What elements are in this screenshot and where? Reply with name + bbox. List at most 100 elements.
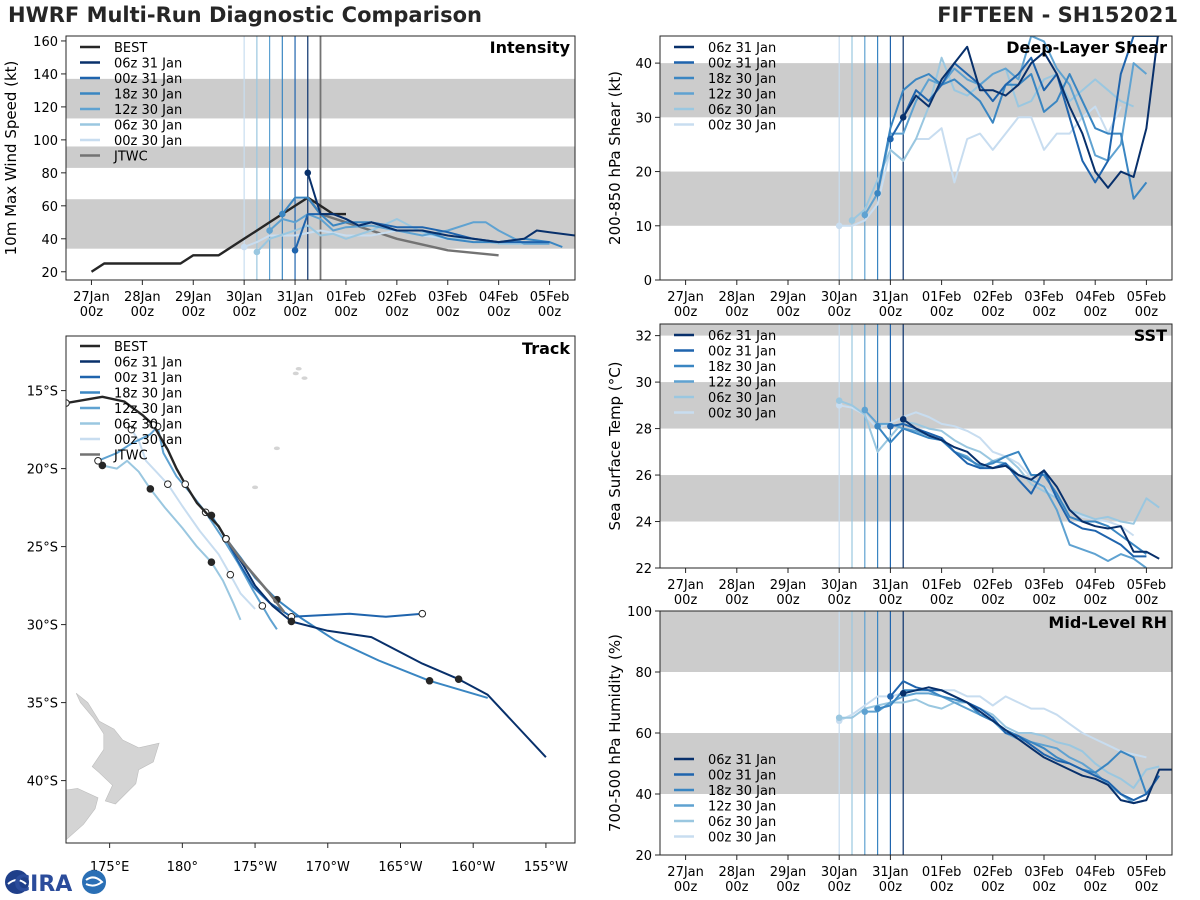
sst-x-tick-label: 28Jan 00z: [719, 578, 756, 608]
shear-series-start-marker: [874, 189, 881, 197]
track-forecast-line-day-marker: [258, 602, 267, 610]
intensity-legend-label: 00z 30 Jan: [114, 134, 182, 149]
intensity-x-tick-label: 30Jan 00z: [226, 290, 263, 320]
intensity-y-tick-label: 120: [33, 101, 58, 116]
rh-legend-label: 06z 30 Jan: [708, 815, 776, 830]
track-y-tick-label: 30°S: [27, 619, 58, 634]
rh-x-tick-label: 02Feb 00z: [973, 865, 1013, 895]
shear-y-axis-label: 200-850 hPa Shear (kt): [606, 71, 624, 245]
track-forecast-line-day-marker: [207, 558, 216, 567]
sst-x-tick-label: 27Jan 00z: [667, 578, 704, 608]
intensity-y-tick-label: 60: [41, 200, 58, 215]
shear-x-tick-label: 03Feb 00z: [1024, 290, 1064, 320]
track-y-tick-label: 20°S: [27, 463, 58, 478]
rh-shaded-band: [660, 611, 1172, 672]
track-best-line-day-marker: [181, 480, 190, 489]
land-island: [295, 366, 302, 371]
intensity-y-tick-label: 80: [41, 167, 58, 182]
sst-series-start-marker: [861, 406, 869, 414]
intensity-x-tick-label: 27Jan 00z: [73, 290, 110, 320]
rh-x-tick-label: 27Jan 00z: [667, 865, 704, 895]
track-forecast-line-day-marker: [425, 676, 434, 685]
land-island: [301, 376, 308, 380]
track-forecast-line-day-marker: [418, 609, 427, 618]
intensity-frame: [65, 35, 576, 281]
shear-series-line: [902, 36, 1159, 189]
shear-y-tick-label: 10: [635, 220, 652, 235]
intensity-x-tick-label: 28Jan 00z: [124, 290, 161, 320]
sst-x-tick-label: 31Jan 00z: [872, 578, 909, 608]
track-legend-label: 06z 30 Jan: [114, 418, 182, 433]
intensity-series-start-marker: [266, 227, 273, 234]
intensity-x-tick-label: 29Jan 00z: [175, 290, 212, 320]
intensity-legend-label: JTWC: [113, 150, 148, 165]
intensity-series-start-marker: [279, 210, 286, 218]
shear-y-tick-label: 0: [644, 274, 652, 289]
track-y-tick-label: 15°S: [27, 385, 58, 400]
track-x-tick-label: 180°: [167, 860, 198, 875]
shear-shaded-band: [660, 171, 1172, 226]
rh-series-start-marker: [861, 708, 869, 715]
intensity-legend-label: 00z 31 Jan: [114, 72, 182, 87]
track-legend-label: 12z 30 Jan: [114, 402, 182, 417]
shear-frame: [659, 35, 1173, 281]
intensity-series-line: [268, 213, 550, 245]
intensity-x-tick-label: 31Jan 00z: [277, 290, 314, 320]
intensity-series-start-marker: [240, 243, 248, 251]
rh-panel-title: Mid-Level RH: [1048, 613, 1167, 632]
track-forecast-line-day-marker: [164, 480, 172, 489]
sst-shaded-band: [660, 382, 1172, 429]
sst-panel: 22 24 26 28 30 32 27Jan 00z 28Jan 00z 29Jan 00z 30Ja…: [606, 323, 1173, 608]
cira-logo-storm-icon: [82, 870, 106, 894]
land-island: [292, 371, 299, 376]
rh-legend-label: 06z 31 Jan: [708, 753, 776, 768]
sst-x-tick-label: 05Feb 00z: [1127, 578, 1167, 608]
intensity-y-tick-label: 20: [41, 266, 58, 281]
rh-series-group: [835, 680, 1172, 805]
intensity-legend-label: 12z 30 Jan: [114, 103, 182, 118]
cira-logo-globe-icon: [5, 870, 29, 894]
track-x-tick-label: 175°E: [90, 860, 130, 875]
track-best-line-day-marker: [222, 535, 230, 543]
track-legend-label: JTWC: [113, 449, 148, 464]
shear-legend-label: 06z 30 Jan: [708, 103, 776, 118]
shear-series-line: [863, 36, 1148, 216]
sst-x-tick-label: 03Feb 00z: [1024, 578, 1064, 608]
intensity-legend-label: 06z 31 Jan: [114, 57, 182, 72]
track-legend-label: BEST: [114, 340, 147, 355]
track-y-tick-label: 25°S: [27, 541, 58, 556]
shear-y-tick-label: 20: [635, 166, 652, 181]
sst-legend-label: 06z 30 Jan: [708, 391, 776, 406]
shear-series-start-marker: [887, 135, 894, 143]
shear-series-line: [839, 105, 1122, 227]
shear-series-line: [876, 73, 1148, 200]
sst-series-line: [890, 422, 1147, 558]
track-legend-label: 00z 31 Jan: [114, 371, 182, 386]
track-x-tick-label: 165°W: [378, 860, 422, 875]
rh-x-tick-label: 03Feb 00z: [1024, 865, 1064, 895]
land-island: [273, 446, 280, 451]
rh-series-start-marker: [874, 705, 881, 712]
sst-legend-label: 00z 31 Jan: [708, 345, 776, 360]
shear-x-tick-label: 31Jan 00z: [872, 290, 909, 320]
intensity-panel-title: Intensity: [490, 38, 571, 57]
sst-series-line: [839, 404, 1135, 537]
sst-x-tick-label: 01Feb 00z: [922, 578, 962, 608]
rh-series-line: [877, 689, 1148, 795]
intensity-panel: 20 40 60 80 100 120 140 160 27Jan 00z 28Jan 00z 29Ja…: [2, 35, 576, 320]
intensity-y-tick-label: 40: [41, 233, 58, 248]
sst-series-line: [902, 418, 1160, 560]
sst-legend-label: 12z 30 Jan: [708, 376, 776, 391]
sst-y-tick-label: 28: [635, 423, 652, 438]
sst-y-tick-label: 22: [635, 562, 652, 577]
track-forecast-line-day-marker: [127, 425, 136, 434]
intensity-x-tick-label: 04Feb 00z: [479, 290, 519, 320]
track-panel: 175°E 180° 175°W 170°W 165°W 160°W 155°W 15°S 20…: [27, 335, 576, 875]
track-forecast-line: [102, 459, 242, 621]
sst-y-tick-label: 32: [635, 330, 652, 345]
sst-x-tick-label: 04Feb 00z: [1075, 578, 1115, 608]
sst-y-tick-label: 30: [635, 376, 652, 391]
land-island: [252, 485, 259, 490]
shear-x-tick-label: 28Jan 00z: [719, 290, 756, 320]
rh-series-start-marker: [887, 693, 894, 700]
